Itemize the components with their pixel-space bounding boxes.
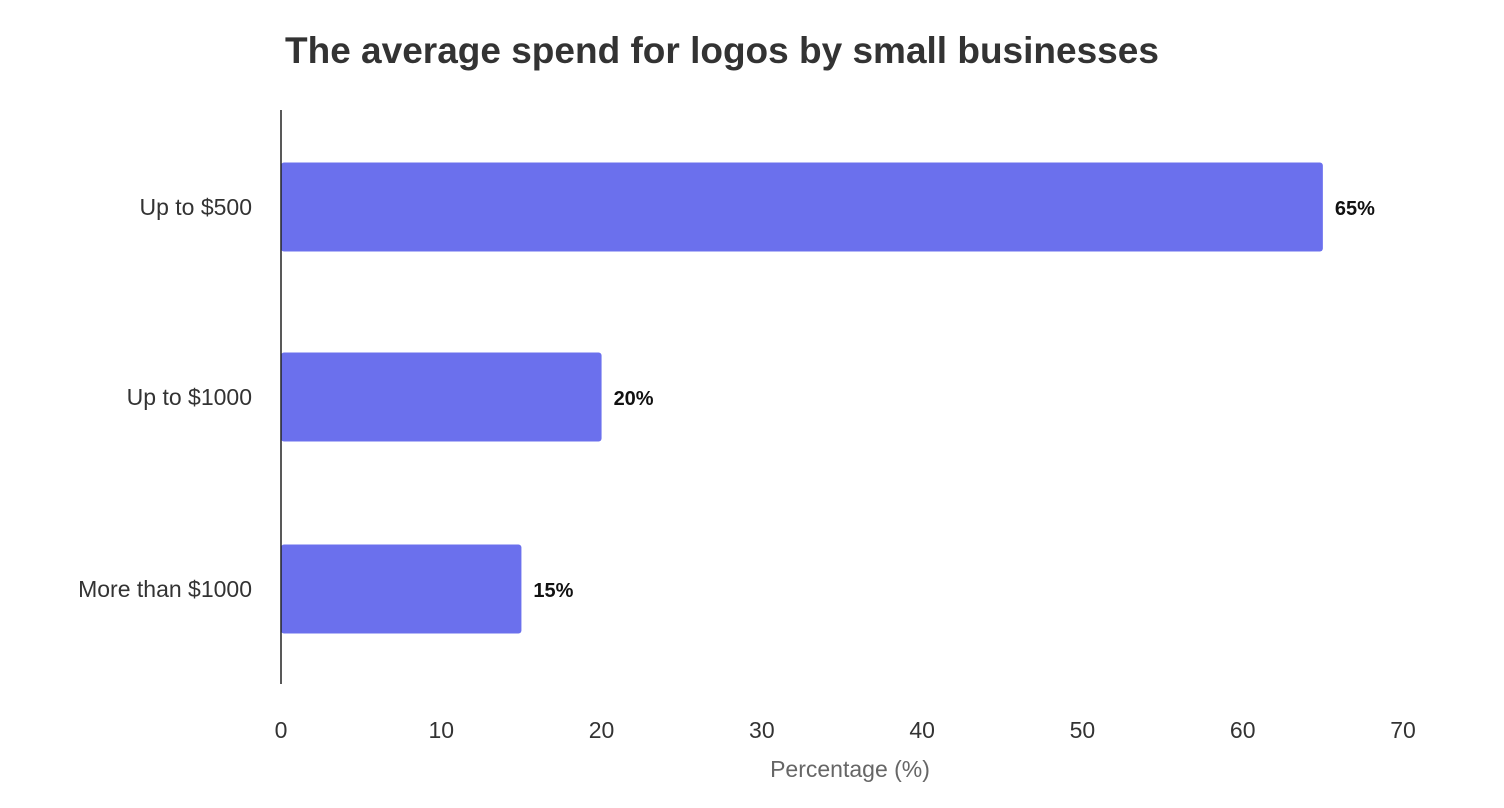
x-tick-label: 30 [749, 717, 775, 743]
x-tick-label: 70 [1390, 717, 1416, 743]
category-label: Up to $1000 [127, 384, 252, 410]
chart-title: The average spend for logos by small bus… [285, 30, 1159, 71]
x-axis-title: Percentage (%) [770, 756, 930, 782]
category-label: More than $1000 [78, 576, 252, 602]
bar [281, 352, 602, 442]
category-labels: Up to $500 Up to $1000 More than $1000 [78, 194, 252, 602]
data-label: 65% [1335, 198, 1375, 220]
x-tick-label: 40 [909, 717, 935, 743]
x-tick-label: 20 [589, 717, 615, 743]
bar [281, 544, 522, 634]
x-tick-label: 10 [428, 717, 454, 743]
x-tick-label: 60 [1230, 717, 1256, 743]
x-tick-label: 50 [1070, 717, 1096, 743]
data-label: 20% [614, 388, 654, 410]
x-tick-label: 0 [275, 717, 288, 743]
bar [281, 162, 1323, 252]
data-label: 15% [533, 580, 573, 602]
data-labels: 65% 20% 15% [533, 198, 1375, 602]
category-label: Up to $500 [139, 194, 252, 220]
bars-layer [281, 162, 1323, 634]
x-tick-labels: 0 10 20 30 40 50 60 70 [275, 717, 1416, 743]
